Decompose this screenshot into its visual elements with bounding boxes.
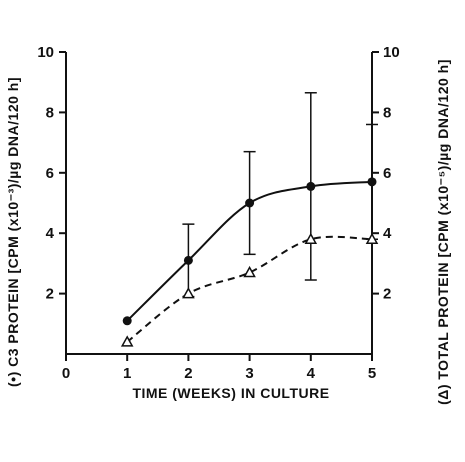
x-tick-label: 1 (123, 365, 131, 382)
y-left-tick-label: 8 (46, 104, 54, 121)
y-right-tick-label: 4 (383, 225, 392, 242)
y-right-tick-label: 10 (383, 44, 400, 61)
series-2-point (182, 287, 195, 299)
x-tick-label: 3 (245, 365, 253, 382)
x-tick-label: 5 (368, 365, 376, 382)
axes (59, 51, 379, 361)
x-tick-label: 2 (184, 365, 192, 382)
x-tick-label: 0 (62, 365, 70, 382)
tick-labels: 0 1 2 3 4 5 2 4 6 8 10 2 4 6 8 10 (37, 44, 399, 382)
y-axis-right-title: (Δ) TOTAL PROTEIN [CPM (x10⁻⁵)/µg DNA/12… (435, 59, 451, 405)
y-right-tick-label: 8 (383, 104, 391, 121)
series-2-point (365, 232, 379, 244)
series-1-point (367, 177, 377, 187)
x-axis-title: TIME (WEEKS) IN CULTURE (132, 385, 329, 401)
x-tick-label: 4 (307, 365, 316, 382)
y-left-tick-label: 6 (46, 165, 54, 182)
series-1-point (183, 255, 193, 265)
series-2-line (126, 235, 373, 343)
data-marks (120, 92, 379, 347)
series-2-point (120, 335, 134, 347)
y-axis-left-title: (•) C3 PROTEIN [CPM (x10⁻³)/µg DNA/120 h… (5, 77, 21, 387)
series-2-point (243, 265, 256, 278)
y-left-tick-label: 10 (37, 44, 54, 61)
series-1-point (122, 316, 132, 326)
y-right-tick-label: 2 (383, 286, 391, 303)
y-right-tick-label: 6 (383, 165, 391, 182)
series-2-point (304, 232, 318, 244)
series-1-point (306, 181, 316, 191)
y-left-tick-label: 2 (46, 286, 54, 303)
y-left-tick-label: 4 (46, 225, 55, 242)
series-1-point (245, 198, 255, 208)
